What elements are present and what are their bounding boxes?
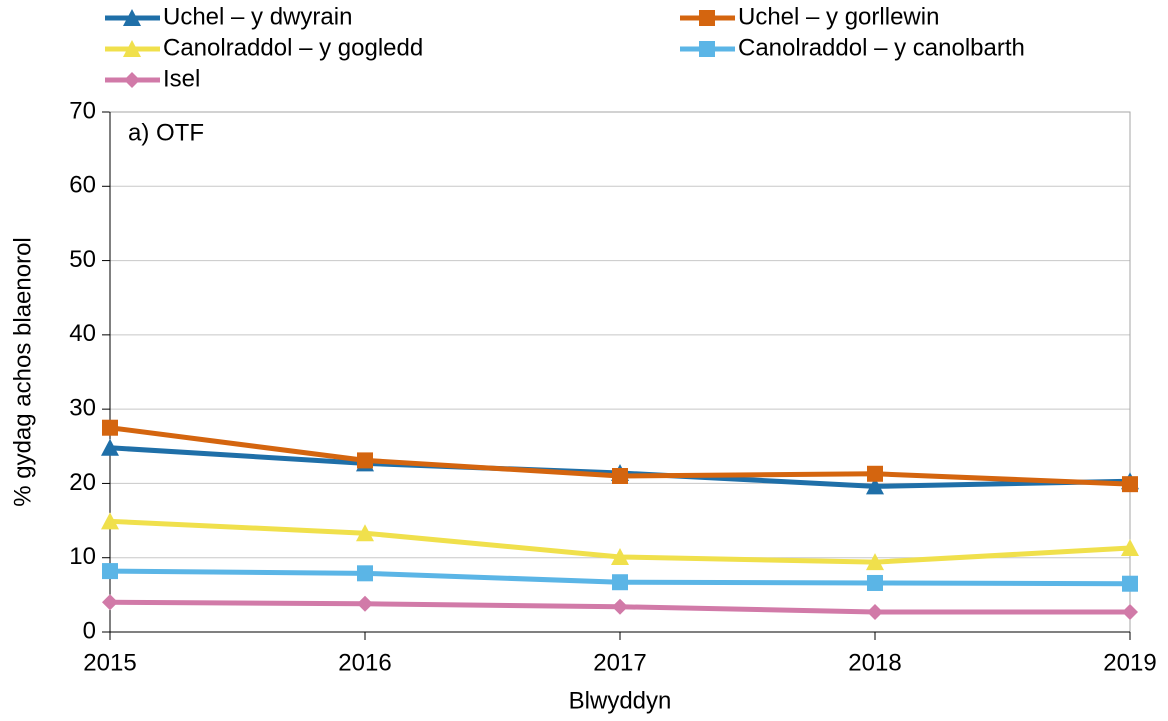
legend-label: Uchel – y dwyrain — [163, 3, 352, 30]
y-tick-label: 70 — [69, 97, 96, 124]
y-tick-label: 50 — [69, 246, 96, 273]
data-point — [101, 438, 119, 456]
data-point — [102, 594, 118, 611]
data-point — [611, 547, 629, 565]
data-point — [1122, 603, 1138, 620]
data-point — [612, 574, 628, 591]
data-point — [357, 595, 373, 612]
legend-marker — [123, 40, 141, 57]
data-point — [356, 524, 374, 542]
data-point — [102, 563, 118, 580]
data-point — [867, 603, 883, 620]
y-tick-label: 10 — [69, 543, 96, 570]
legend-label: Canolraddol – y gogledd — [163, 34, 423, 61]
y-tick-label: 30 — [69, 394, 96, 421]
data-point — [867, 574, 883, 591]
x-tick-label: 2019 — [1103, 649, 1156, 676]
data-point — [1122, 575, 1138, 592]
data-point — [612, 598, 628, 615]
x-tick-label: 2018 — [848, 649, 901, 676]
data-point — [866, 477, 884, 495]
legend-label: Isel — [163, 65, 200, 92]
legend-marker — [699, 10, 715, 26]
y-tick-label: 0 — [83, 617, 96, 644]
data-point — [101, 512, 119, 530]
data-point — [357, 452, 373, 469]
data-point — [612, 468, 628, 484]
x-tick-label: 2015 — [83, 649, 136, 676]
data-point — [102, 419, 118, 436]
legend-marker — [124, 72, 140, 88]
data-point — [1121, 539, 1139, 557]
legend-label: Canolraddol – y canolbarth — [738, 34, 1025, 61]
data-point — [866, 553, 884, 571]
x-axis-label: Blwyddyn — [569, 687, 672, 714]
y-tick-label: 60 — [69, 172, 96, 199]
x-tick-label: 2017 — [593, 649, 646, 676]
legend-label: Uchel – y gorllewin — [738, 3, 939, 30]
y-axis-label: % gydag achos blaenorol — [9, 237, 36, 507]
annotation: a) OTF — [128, 119, 204, 146]
legend-marker — [699, 41, 715, 57]
legend-marker — [123, 9, 141, 26]
data-point — [357, 565, 373, 582]
data-point — [867, 465, 883, 482]
x-tick-label: 2016 — [338, 649, 391, 676]
data-point — [1122, 476, 1138, 493]
y-tick-label: 20 — [69, 469, 96, 496]
y-tick-label: 40 — [69, 320, 96, 347]
